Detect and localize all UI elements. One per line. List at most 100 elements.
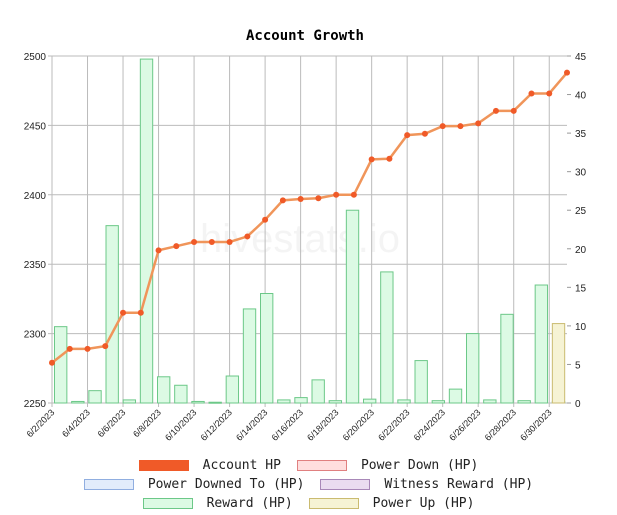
x-axis-tick-label: 6/4/2023 [60,407,92,439]
bar-reward-hp [208,401,222,404]
bar-reward-hp [71,400,85,404]
x-axis-tick-label: 6/8/2023 [131,407,163,439]
legend-swatch [138,460,189,471]
x-axis-tick-label: 6/30/2023 [518,407,553,442]
right-axis-tick-label: 40 [575,91,587,102]
x-axis-tick-label: 6/2/2023 [25,407,57,439]
bar-reward-hp [174,384,188,404]
x-axis-tick-label: 6/18/2023 [305,407,340,442]
legend-item-power-down[interactable]: Power Down (HP) [296,458,478,473]
bar-reward-hp [225,375,240,404]
right-axis-tick-label: 30 [575,168,587,179]
right-axis-tick-label: 45 [575,52,587,63]
account-hp-point [120,309,127,316]
account-hp-point [350,191,357,198]
left-axis-tick-label: 2450 [24,121,47,132]
legend-item-witness-reward[interactable]: Witness Reward (HP) [320,477,533,492]
bar-reward-hp [88,390,102,404]
x-axis-tick-label: 6/20/2023 [341,407,376,442]
bar-reward-hp [122,399,137,404]
bar-reward-hp [397,399,411,404]
legend-label: Account HP [202,458,281,473]
left-axis-tick-label: 2350 [24,260,47,271]
bar-reward-hp [345,209,360,404]
x-axis-tick-label: 6/26/2023 [447,407,482,442]
legend-swatch [83,479,134,490]
x-axis-tick-label: 6/24/2023 [412,407,447,442]
account-hp-point [244,233,251,240]
bar-reward-hp [277,399,291,404]
account-hp-point [155,247,162,254]
chart-title: Account Growth [246,28,364,44]
bar-reward-hp [534,284,549,404]
legend-label: Reward (HP) [206,496,293,511]
account-hp-point [297,195,304,202]
bar-reward-hp [328,400,343,404]
bar-reward-hp [311,379,325,404]
bar-reward-hp [380,271,394,404]
account-hp-point [49,359,55,366]
bar-reward-hp [363,398,377,404]
right-axis-tick-label: 25 [575,206,587,217]
account-hp-point [137,309,144,316]
right-axis-tick-label: 0 [575,399,581,410]
right-axis-tick-label: 10 [575,322,587,333]
legend-swatch [142,498,193,509]
bar-reward-hp [414,360,428,404]
account-hp-point [84,345,91,352]
account-hp-point [421,130,428,137]
x-axis-tick-label: 6/16/2023 [270,407,305,442]
account-hp-point [492,107,499,114]
left-axis-tick-label: 2300 [24,330,47,341]
bar-reward-hp [105,225,119,404]
bar-reward-hp [431,400,446,404]
account-hp-point [475,120,482,127]
bar-reward-hp [242,308,257,404]
x-axis-tick-label: 6/14/2023 [234,407,269,442]
account-hp-point [279,197,286,204]
bar-reward-hp [466,333,480,404]
legend-swatch [296,460,347,471]
account-hp-point [226,238,233,245]
account-hp-point [510,107,517,114]
account-hp-point [564,69,570,76]
account-hp-point [528,90,535,97]
x-axis-tick-label: 6/22/2023 [376,407,411,442]
bar-reward-hp [448,388,463,404]
bar-reward-hp [517,400,531,404]
legend-item-power-downed-to[interactable]: Power Downed To (HP) [83,477,305,492]
account-hp-point [439,123,446,130]
legend-swatch [308,498,359,509]
bar-reward-hp [483,399,497,404]
right-axis-tick-label: 35 [575,129,587,140]
account-hp-point [333,191,340,198]
legend-label: Power Up (HP) [372,496,475,511]
x-axis-tick-label: 6/28/2023 [483,407,518,442]
bar-reward-hp [294,397,308,404]
legend-swatch [320,479,371,490]
legend-item-power-up[interactable]: Power Up (HP) [308,496,475,511]
right-axis-tick-label: 5 [575,360,581,371]
left-axis-tick-label: 2250 [24,399,47,410]
x-axis-tick-label: 6/6/2023 [96,407,128,439]
bar-reward-hp [139,58,154,404]
bar-reward-hp [191,400,205,404]
bar-reward-hp [500,313,514,404]
account-hp-point [66,345,73,352]
account-hp-point [173,243,180,250]
legend-label: Power Downed To (HP) [147,477,305,492]
account-hp-point [457,123,464,130]
legend-item-account-hp[interactable]: Account HP [138,458,281,473]
legend: Account HP Power Down (HP) Power Downed … [0,456,617,513]
bar-reward-hp [260,293,274,404]
account-hp-point [262,216,269,223]
legend-item-reward[interactable]: Reward (HP) [142,496,293,511]
account-growth-chart: Account Growth hivestats.io 2250 2300 2350… [24,28,587,443]
left-axis-tick-label: 2400 [24,191,47,202]
right-axis-tick-label: 15 [575,283,587,294]
account-hp-point [315,195,322,202]
bar-power-up-hp [551,323,566,404]
bar-reward-hp [157,376,171,404]
x-axis-tick-label: 6/10/2023 [163,407,198,442]
left-axis-tick-label: 2500 [24,52,47,63]
